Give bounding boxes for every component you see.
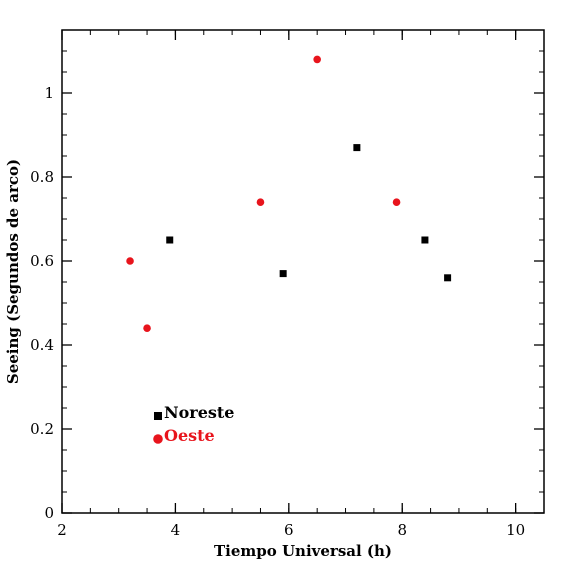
y-tick-label: 0: [44, 504, 54, 522]
oeste-point: [143, 324, 151, 333]
plot-frame: [61, 29, 545, 514]
x-tick-label: 8: [397, 521, 407, 539]
legend-marker-oeste: [153, 434, 163, 444]
legend-label-oeste: Oeste: [164, 426, 215, 445]
legend-label-noreste: Noreste: [164, 403, 234, 422]
y-tick-label: 0.8: [30, 168, 54, 186]
tick-labels: 2 4 6 8 10 0 0.2 0.4 0.6 0.8 1: [30, 84, 525, 539]
axis-ticks: [61, 29, 545, 514]
legend-marker-noreste: [154, 412, 162, 420]
y-tick-label: 0.2: [30, 420, 54, 438]
y-tick-label: 0.6: [30, 252, 54, 270]
noreste-point: [421, 236, 429, 244]
y-axis-label: Seeing (Segundos de arco): [4, 159, 22, 384]
x-tick-label: 2: [57, 521, 67, 539]
x-tick-label: 4: [171, 521, 181, 539]
oeste-point: [392, 198, 401, 206]
y-tick-label: 1: [44, 84, 54, 102]
oeste-point: [313, 55, 321, 64]
x-tick-label: 10: [506, 521, 525, 539]
noreste-point: [353, 144, 361, 152]
x-axis-label: Tiempo Universal (h): [214, 542, 392, 560]
y-tick-label: 0.4: [30, 336, 54, 354]
oeste-point: [256, 198, 265, 206]
data-points: [126, 55, 452, 333]
x-tick-label: 6: [284, 521, 294, 539]
noreste-point: [166, 236, 174, 244]
oeste-point: [126, 257, 134, 265]
noreste-point: [279, 270, 287, 278]
legend: Noreste Oeste: [153, 403, 234, 445]
noreste-point: [444, 274, 452, 282]
